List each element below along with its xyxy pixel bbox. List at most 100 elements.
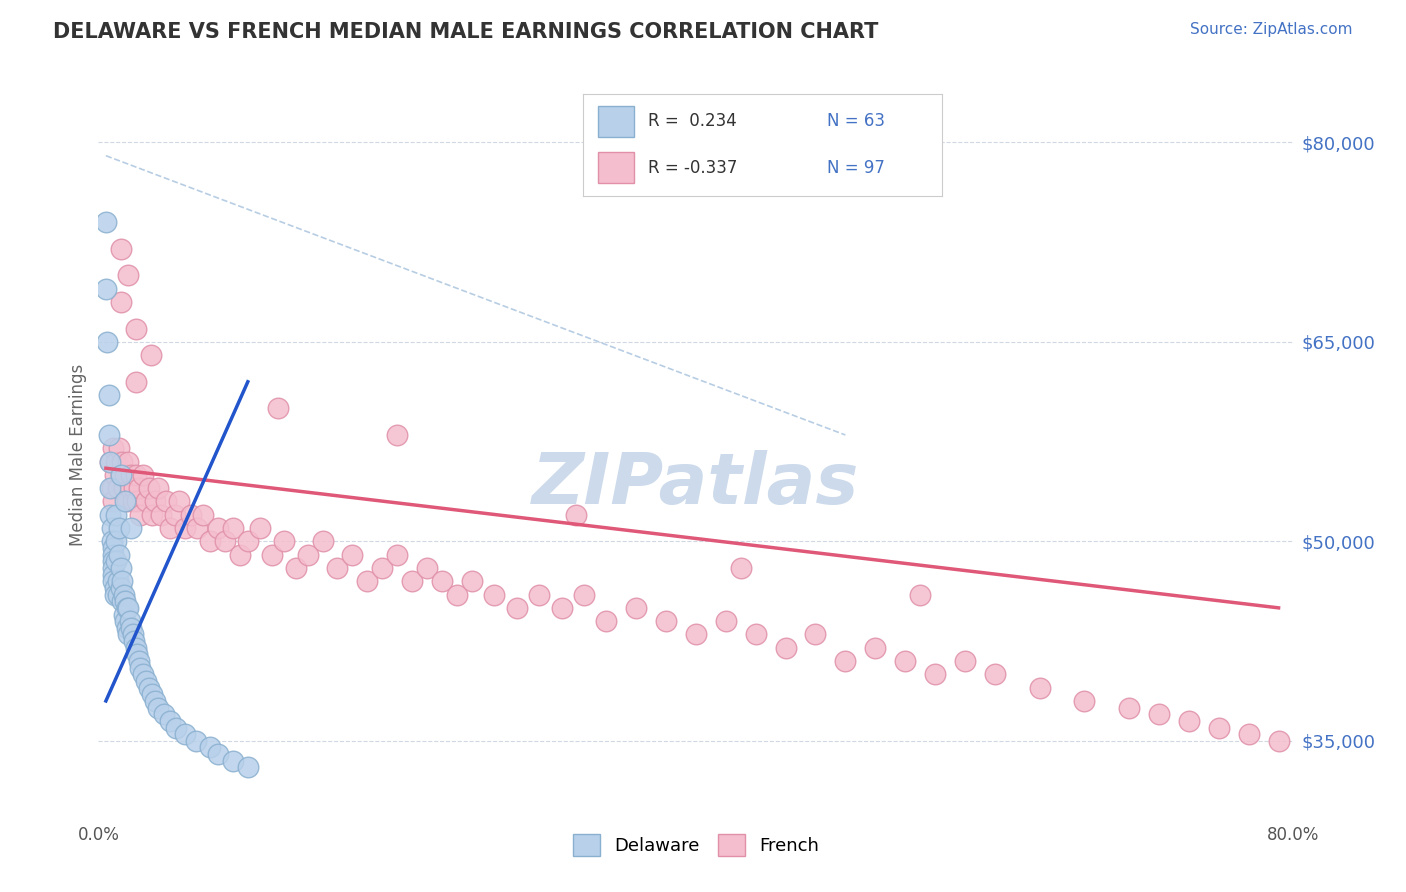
Point [111, 574, 134, 589]
Point [1178, 714, 1201, 728]
Point [120, 621, 142, 635]
Point [191, 508, 214, 522]
Point [200, 534, 222, 549]
Point [121, 627, 143, 641]
Point [297, 548, 319, 562]
Point [107, 574, 129, 589]
Point [135, 673, 157, 688]
Point [132, 467, 155, 482]
Point [141, 687, 163, 701]
Point [148, 700, 170, 714]
Point [1028, 681, 1050, 695]
Point [101, 534, 124, 549]
Point [124, 634, 146, 648]
Point [159, 521, 181, 535]
Point [124, 481, 146, 495]
Point [834, 654, 856, 668]
Point [249, 521, 271, 535]
Text: R = -0.337: R = -0.337 [648, 159, 737, 177]
Point [104, 581, 127, 595]
Point [167, 494, 190, 508]
Point [108, 548, 131, 562]
Point [148, 481, 170, 495]
Point [626, 600, 648, 615]
Point [865, 640, 887, 655]
Point [115, 600, 138, 615]
Point [111, 594, 134, 608]
Point [356, 574, 378, 589]
Point [110, 295, 132, 310]
Y-axis label: Median Male Earnings: Median Male Earnings [69, 364, 87, 546]
Point [165, 721, 187, 735]
Point [114, 594, 136, 608]
Point [118, 481, 141, 495]
Point [595, 614, 617, 628]
Point [207, 521, 229, 535]
Point [550, 600, 572, 615]
Point [260, 548, 283, 562]
Point [924, 667, 946, 681]
Point [1267, 734, 1289, 748]
Point [174, 727, 197, 741]
Point [138, 681, 160, 695]
Point [117, 454, 139, 468]
Point [200, 740, 222, 755]
Point [117, 600, 139, 615]
Point [714, 614, 737, 628]
Point [105, 534, 128, 549]
Text: Source: ZipAtlas.com: Source: ZipAtlas.com [1189, 22, 1353, 37]
Point [110, 581, 132, 595]
Point [103, 442, 125, 456]
Point [114, 494, 136, 508]
Point [98, 454, 122, 468]
Point [103, 574, 125, 589]
Point [105, 554, 128, 568]
Point [730, 561, 752, 575]
Point [1208, 721, 1230, 735]
Point [103, 561, 125, 575]
Point [98, 481, 122, 495]
Point [112, 481, 135, 495]
Point [114, 614, 136, 628]
Point [229, 548, 252, 562]
Point [153, 707, 176, 722]
Point [385, 428, 409, 442]
Point [655, 614, 678, 628]
Point [371, 561, 394, 575]
Point [163, 508, 186, 522]
Point [138, 481, 160, 495]
Point [103, 541, 125, 555]
Point [105, 508, 128, 522]
Point [401, 574, 423, 589]
Point [94, 282, 117, 296]
Point [115, 494, 138, 508]
Point [110, 561, 132, 575]
Text: ZIPatlas: ZIPatlas [533, 450, 859, 518]
Point [180, 508, 202, 522]
Point [101, 481, 124, 495]
Point [121, 494, 143, 508]
Point [775, 640, 797, 655]
Point [132, 667, 155, 681]
Point [112, 588, 135, 602]
Point [430, 574, 453, 589]
Point [1073, 694, 1095, 708]
Point [143, 494, 166, 508]
Point [127, 494, 149, 508]
Point [143, 694, 166, 708]
Point [311, 534, 333, 549]
Point [115, 621, 138, 635]
Point [284, 561, 307, 575]
Point [685, 627, 707, 641]
Point [97, 388, 120, 402]
Point [125, 321, 148, 335]
Point [125, 640, 148, 655]
Point [506, 600, 529, 615]
Point [222, 754, 245, 768]
Point [103, 567, 125, 582]
Point [111, 454, 134, 468]
Point [101, 521, 124, 535]
Point [110, 467, 132, 482]
Point [97, 428, 120, 442]
Point [416, 561, 439, 575]
